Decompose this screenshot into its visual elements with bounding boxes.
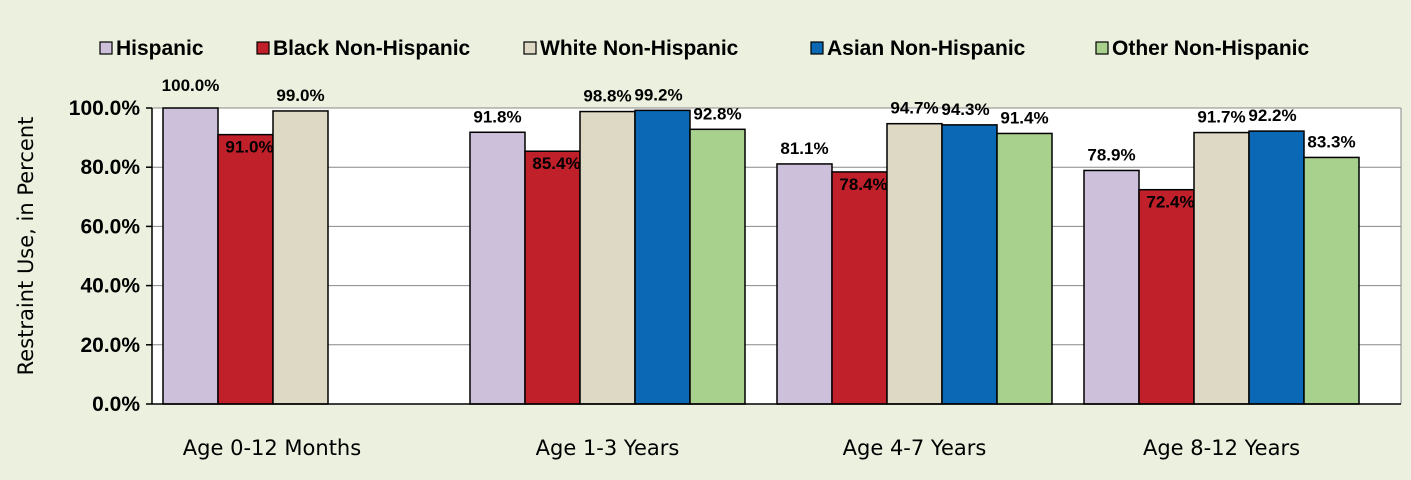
y-tick-labels: 0.0% 20.0% 40.0% 60.0% 80.0% 100.0% [69,97,141,416]
data-label: 98.8% [583,87,631,106]
data-labels: 100.0% 91.0% 99.0% 91.8% 85.4% 98.8% 99.2% 92.8… [162,76,1356,212]
legend-label: Asian Non-Hispanic [827,37,1026,60]
bar [217,133,274,405]
legend-swatch [810,41,824,55]
y-tick-label: 80.0% [80,156,140,179]
y-tick-label: 100.0% [69,97,141,120]
x-category-labels: Age 0-12 Months Age 1-3 Years Age 4-7 Year… [183,436,1300,460]
bar [689,128,746,405]
data-label: 92.8% [693,104,741,123]
bar [1138,188,1195,405]
x-category-label: Age 1-3 Years [536,436,680,460]
x-category-label: Age 0-12 Months [183,436,361,460]
bar [886,122,943,405]
data-label: 94.7% [890,99,938,118]
data-label: 85.4% [532,154,580,173]
bar [469,131,526,405]
data-label: 100.0% [162,76,220,95]
bar [272,110,329,405]
y-tick-label: 20.0% [80,334,140,357]
legend-label: Black Non-Hispanic [273,37,471,60]
data-label: 91.7% [1197,108,1245,127]
data-label: 99.0% [276,86,324,105]
bar [634,109,691,405]
legend-label: White Non-Hispanic [540,37,739,60]
axes [146,107,1401,405]
data-label: 94.3% [941,100,989,119]
bar [941,124,998,405]
bar [996,132,1053,405]
data-label: 78.9% [1087,145,1135,164]
legend-label: Hispanic [116,37,204,60]
bars [162,107,1360,405]
y-axis-label: Restraint Use, in Percent [14,117,38,376]
bar [162,107,219,405]
legend-swatch [99,41,113,55]
legend-swatch [1095,41,1109,55]
data-label: 78.4% [839,175,887,194]
data-label: 91.8% [473,107,521,126]
x-category-label: Age 8-12 Years [1143,436,1300,460]
data-label: 91.0% [225,138,273,157]
bar [776,163,833,405]
data-label: 72.4% [1146,193,1194,212]
data-label: 91.4% [1000,108,1048,127]
y-tick-label: 0.0% [92,393,140,416]
bar [1193,131,1250,405]
bar [1083,169,1140,405]
data-label: 81.1% [780,139,828,158]
legend-swatch [523,41,537,55]
x-category-label: Age 4-7 Years [843,436,987,460]
legend-label: Other Non-Hispanic [1112,37,1310,60]
data-label: 83.3% [1307,132,1355,151]
bar [1303,156,1360,405]
legend-swatch [256,41,270,55]
data-label: 92.2% [1248,106,1296,125]
bar [579,110,636,405]
bar [524,150,581,405]
bar [1248,130,1305,405]
legend: Hispanic Black Non-Hispanic White Non-Hisp… [99,37,1310,60]
y-tick-label: 40.0% [80,275,140,298]
y-tick-label: 60.0% [80,215,140,238]
data-label: 99.2% [634,85,682,104]
bar [831,171,888,405]
